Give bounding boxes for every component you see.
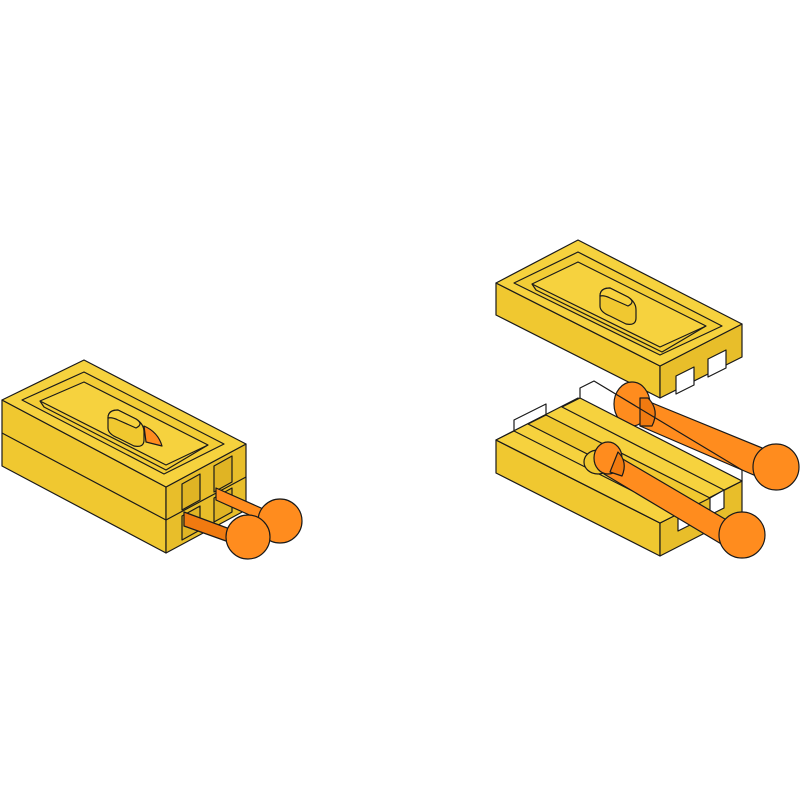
exploded-top-half [495, 239, 743, 399]
assembled-recess-wall [39, 400, 209, 471]
bottom-half-ridge-lines-2 [579, 380, 743, 481]
assembled-puzzle-block [1, 359, 303, 560]
exploded-pin-upper [613, 381, 800, 491]
pin-ball-head [752, 443, 800, 491]
bottom-half-ridge-lines [513, 403, 547, 431]
pin-shaft-shadow [609, 451, 625, 477]
assembled-upper-slot-right [213, 455, 233, 493]
bottom-half-channel-right [709, 489, 725, 516]
assembled-upper-slot-left [181, 473, 201, 511]
pin-ball-head [225, 514, 271, 560]
exploded-bottom-half [495, 380, 743, 557]
pin-ball-head [718, 511, 766, 559]
top-half-notch-left [675, 366, 695, 395]
exploded-pin-lower [593, 441, 766, 559]
top-half-recess-wall [531, 283, 707, 353]
top-half-notch-right [707, 349, 727, 378]
pin-shaft-shadow [639, 397, 656, 427]
assembled-pin-glimpse [143, 425, 163, 447]
top-half-knob-top [599, 287, 633, 307]
assembled-knob-top [107, 409, 141, 429]
assembled-pin-front [183, 511, 271, 560]
